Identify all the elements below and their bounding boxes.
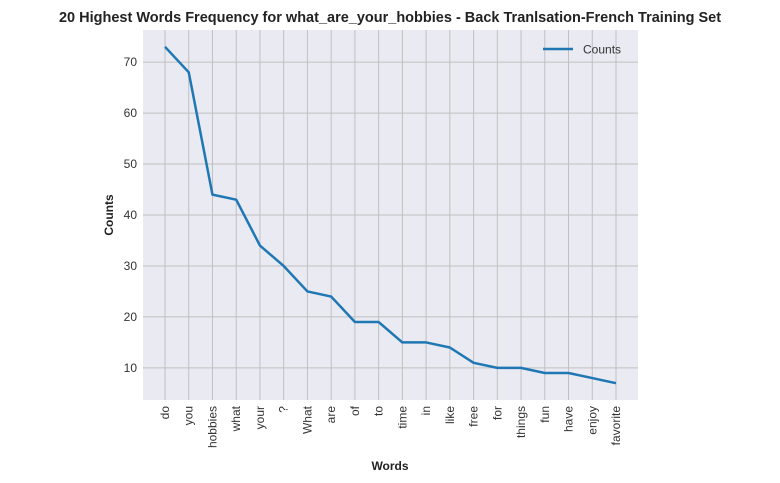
y-tick-label: 10 [124,361,138,375]
legend-label-counts: Counts [583,43,621,57]
series-layer [164,45,617,385]
x-tick-label: hobbies [205,406,219,448]
x-tick-label: fun [538,406,552,423]
x-tick-label: of [348,405,362,416]
chart-title: 20 Highest Words Frequency for what_are_… [59,10,721,26]
x-tick-label: you [182,406,196,425]
y-tick-label: 30 [124,259,138,273]
x-axis-label: Words [371,459,408,473]
y-tick-label: 20 [124,310,138,324]
x-tick-label: do [158,406,172,420]
y-tick-label: 50 [124,157,138,171]
x-tick-label: free [467,406,481,427]
x-tick-label: in [419,406,433,415]
y-tick-label: 60 [124,106,138,120]
x-tick-label: your [253,406,267,429]
y-tick-label: 40 [124,208,138,222]
x-tick-label: time [395,406,409,429]
y-tick-label: 70 [124,55,138,69]
x-tick-label: like [443,406,457,424]
x-tick-label: to [372,406,386,416]
x-tick-label: things [514,406,528,438]
legend: Counts [543,43,621,57]
x-tick-label: are [324,406,338,424]
x-tick-label: for [490,406,504,420]
y-axis-ticks: 10 20 30 40 50 60 70 [124,55,138,375]
grid-lines [143,30,638,400]
x-tick-label: What [300,405,314,434]
x-tick-label: ? [277,406,291,413]
y-axis-label: Counts [102,194,116,236]
x-tick-label: what [229,405,243,432]
x-tick-label: favorite [609,406,623,446]
series-line-counts [164,45,617,385]
x-tick-label: enjoy [585,406,599,435]
x-tick-label: have [562,406,576,432]
x-axis-ticks: do you hobbies what your? What are of to time in li… [158,405,623,448]
